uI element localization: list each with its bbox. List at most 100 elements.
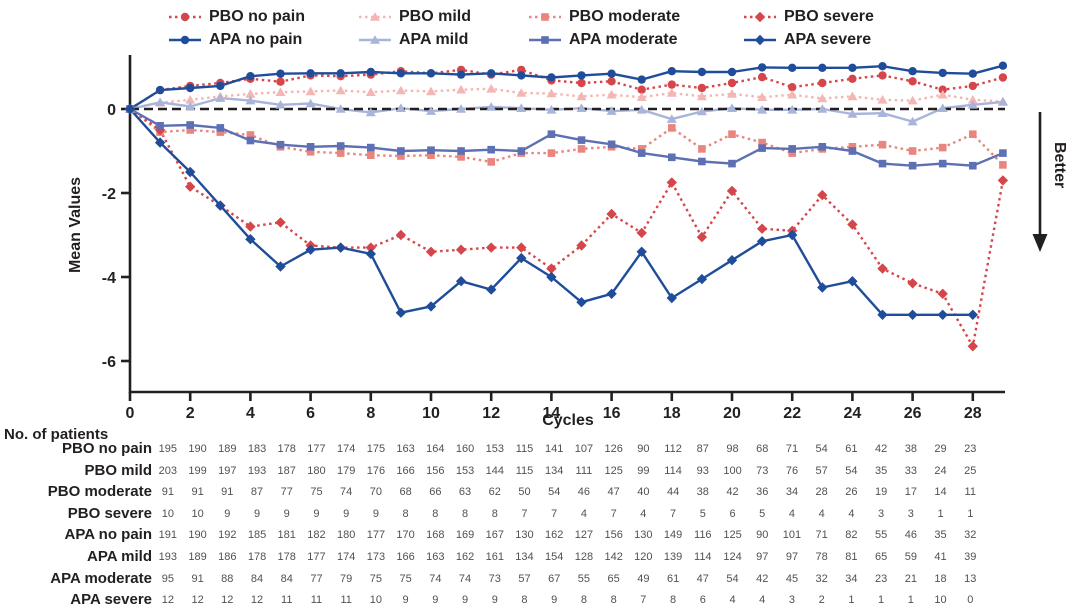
diamond-marker <box>395 229 407 241</box>
diamond-marker <box>546 271 557 283</box>
square-marker <box>878 159 887 168</box>
square-marker <box>156 122 164 130</box>
patients-count-cell: 46 <box>577 486 591 499</box>
patients-count-cell: 168 <box>426 529 445 542</box>
square-marker <box>517 147 526 155</box>
circle-marker <box>757 72 767 82</box>
x-tick-label: 22 <box>783 405 801 422</box>
patients-count-cell: 0 <box>967 594 974 604</box>
patients-count-cell: 8 <box>670 594 677 604</box>
patients-row-values: 91 91 91 87 77 75 74 70 68 66 63 62 50 54 46 47 40 44 38 42… <box>153 486 985 498</box>
diamond-marker <box>907 278 918 289</box>
triangle-marker <box>335 104 346 113</box>
legend-item-pbo-mild: PBO mild <box>358 8 528 26</box>
patients-count-cell: 11 <box>281 594 293 604</box>
patients-count-cell: 144 <box>485 464 504 477</box>
x-tick-label: 2 <box>186 405 195 422</box>
diamond-marker <box>696 231 708 243</box>
patients-count-cell: 190 <box>188 443 207 455</box>
triangle-marker <box>967 95 978 104</box>
patients-count-cell: 87 <box>696 443 709 455</box>
x-tick-label: 0 <box>126 405 135 422</box>
circle-marker <box>727 78 737 88</box>
patients-count-cell: 195 <box>158 443 178 455</box>
circle-marker <box>487 69 496 78</box>
patients-count-cell: 130 <box>515 529 534 542</box>
patients-count-cell: 203 <box>158 464 178 477</box>
patients-row-label-pbo-mild: PBO mild <box>84 461 152 479</box>
patients-count-cell: 181 <box>277 529 296 542</box>
diamond-marker <box>275 217 286 228</box>
patients-count-cell: 74 <box>429 572 442 585</box>
patients-count-cell: 91 <box>191 572 204 585</box>
patients-count-cell: 11 <box>310 594 323 604</box>
patients-count-cell: 7 <box>640 594 647 604</box>
patients-row-values: 95 91 88 84 84 77 79 75 75 74 74 73 57 67 55 65 49 61 47 54… <box>153 573 985 585</box>
y-tick-label: -4 <box>102 270 116 287</box>
patients-row-label-pbo-moderate: PBO moderate <box>47 483 152 501</box>
square-marker <box>969 161 977 170</box>
patients-count-cell: 47 <box>696 572 709 585</box>
patients-count-cell: 9 <box>224 507 231 520</box>
diamond-marker <box>847 219 858 230</box>
circle-marker <box>878 61 887 71</box>
diamond-legend-icon <box>744 34 776 45</box>
legend-label: APA mild <box>399 30 469 48</box>
patients-count-cell: 177 <box>307 443 326 455</box>
patients-count-cell: 169 <box>455 529 475 542</box>
patients-row-label-pbo-no-pain: PBO no pain <box>62 440 152 457</box>
patients-count-cell: 17 <box>904 486 917 499</box>
patients-count-cell: 84 <box>280 572 293 585</box>
diamond-marker <box>907 309 918 320</box>
axes <box>128 55 1005 394</box>
triangle-marker <box>817 93 828 103</box>
patients-count-cell: 161 <box>485 551 504 563</box>
patients-count-cell: 4 <box>788 507 796 520</box>
triangle-marker <box>576 103 587 112</box>
patients-count-cell: 9 <box>372 507 379 520</box>
patients-count-cell: 42 <box>874 443 888 455</box>
patients-count-cell: 59 <box>904 551 917 563</box>
circle-marker <box>848 63 857 72</box>
patients-count-cell: 33 <box>904 464 917 477</box>
square-marker <box>999 149 1007 157</box>
patients-count-cell: 8 <box>610 594 617 604</box>
circle-marker <box>396 69 406 78</box>
triangle-marker <box>727 89 737 98</box>
patients-count-cell: 190 <box>188 529 207 542</box>
patients-count-cell: 177 <box>366 529 386 542</box>
patients-count-cell: 21 <box>904 572 917 585</box>
diamond-marker <box>546 263 557 274</box>
patients-count-cell: 54 <box>845 464 858 477</box>
circle-marker <box>180 35 190 44</box>
patients-count-cell: 156 <box>426 464 445 477</box>
patients-count-cell: 91 <box>161 486 174 499</box>
triangle-marker <box>275 100 286 109</box>
patients-row-label-apa-no-pain: APA no pain <box>64 526 153 544</box>
patients-count-cell: 55 <box>577 572 591 585</box>
patients-count-cell: 192 <box>218 529 237 542</box>
patients-count-cell: 42 <box>756 572 769 585</box>
circle-marker <box>155 85 165 95</box>
diamond-marker <box>997 175 1009 186</box>
patients-count-cell: 63 <box>458 486 472 499</box>
triangle-marker <box>185 101 196 111</box>
square-marker <box>336 142 345 150</box>
patients-count-cell: 49 <box>637 572 650 585</box>
legend-item-pbo-moderate: PBO moderate <box>528 8 743 26</box>
patients-count-cell: 100 <box>723 464 742 477</box>
square-marker <box>487 145 495 154</box>
patients-count-cell: 193 <box>247 464 267 477</box>
patients-count-cell: 189 <box>218 443 237 455</box>
diamond-marker <box>425 301 437 312</box>
triangle-marker <box>275 87 286 96</box>
legend-label: PBO mild <box>399 7 472 25</box>
patients-count-cell: 12 <box>250 594 264 604</box>
diamond-marker <box>305 244 316 255</box>
patients-row-values: 193 189 186 178 178 177 174 173 166 163 162 161 134 1… <box>153 551 985 563</box>
circle-marker <box>757 63 767 72</box>
patients-count-cell: 114 <box>664 464 682 477</box>
patients-count-cell: 10 <box>161 507 174 520</box>
diamond-marker <box>967 341 978 352</box>
